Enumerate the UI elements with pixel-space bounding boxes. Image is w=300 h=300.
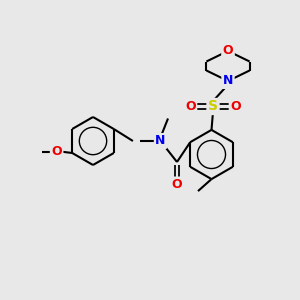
Text: O: O xyxy=(223,44,233,58)
Text: O: O xyxy=(51,145,62,158)
Text: O: O xyxy=(185,100,196,113)
Text: O: O xyxy=(230,100,241,113)
Text: N: N xyxy=(223,74,233,88)
Text: N: N xyxy=(155,134,166,148)
Text: O: O xyxy=(172,178,182,191)
Text: S: S xyxy=(208,100,218,113)
